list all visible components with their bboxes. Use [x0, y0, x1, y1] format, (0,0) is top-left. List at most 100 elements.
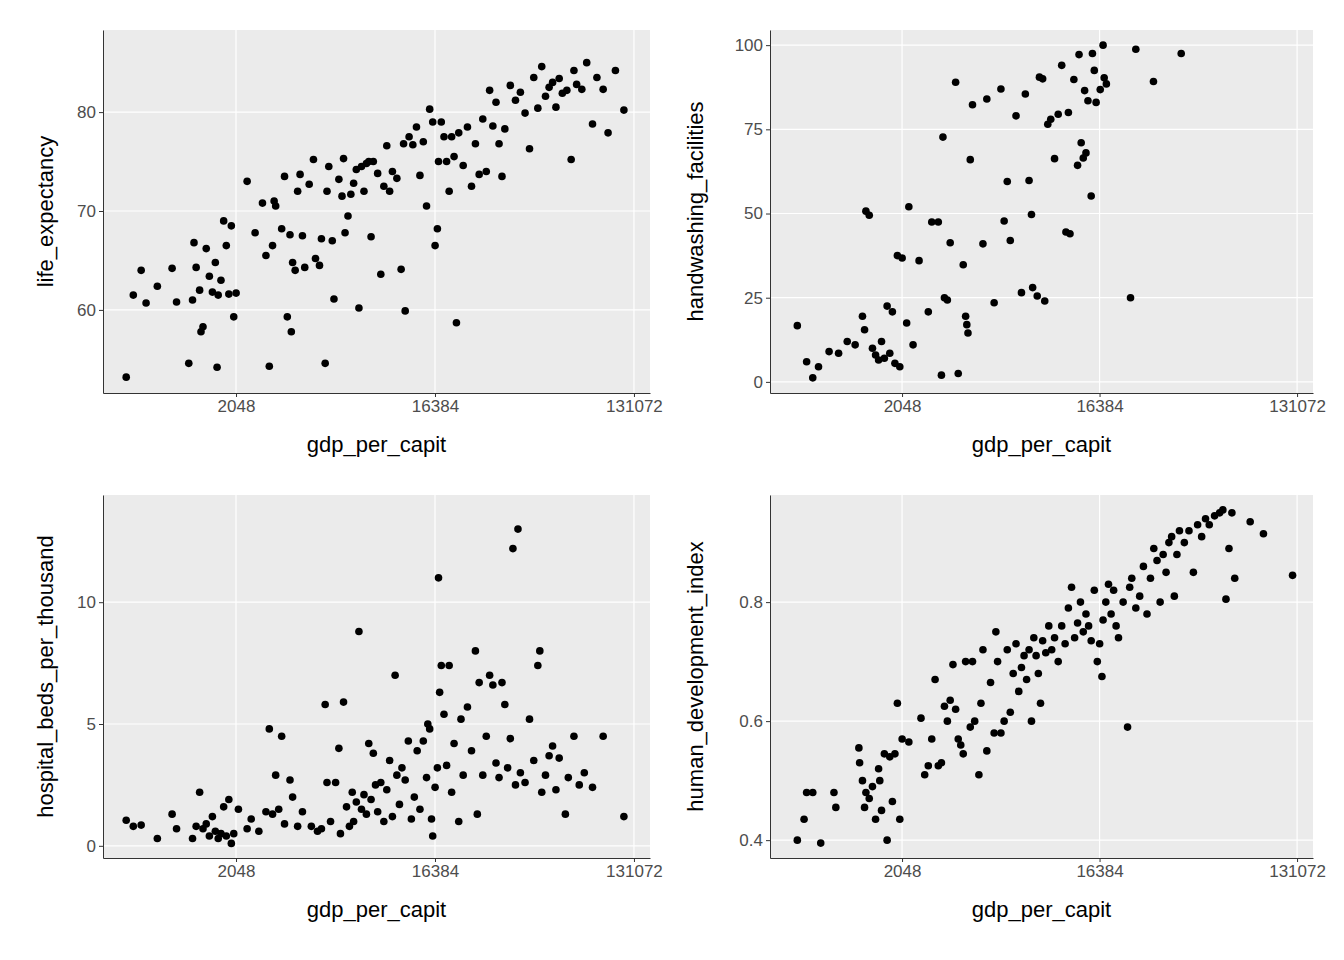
point [405, 133, 413, 141]
point [374, 808, 382, 816]
point [281, 173, 289, 181]
y-tick-label: 0 [754, 373, 763, 392]
point [794, 836, 802, 844]
point [1077, 139, 1085, 147]
point [979, 240, 987, 248]
point [1205, 521, 1213, 529]
point [185, 360, 193, 368]
x-tick: 131072 [606, 858, 663, 881]
point [367, 233, 375, 241]
point [426, 725, 434, 733]
point [886, 349, 894, 357]
point [1228, 509, 1236, 517]
points [794, 41, 1185, 381]
point [1136, 592, 1144, 600]
point [563, 87, 571, 95]
point [1082, 149, 1090, 157]
point [243, 825, 251, 833]
points [794, 506, 1297, 847]
point [1037, 699, 1045, 707]
point [377, 271, 385, 279]
point [154, 835, 162, 843]
point [475, 679, 483, 687]
point [825, 348, 833, 356]
point [230, 830, 238, 838]
point [963, 321, 971, 329]
y-tick-label: 0.6 [739, 712, 763, 731]
point [228, 840, 236, 848]
y-axis-title: human_development_index [683, 541, 708, 811]
point [549, 79, 557, 87]
point [225, 290, 233, 298]
point [1012, 112, 1020, 120]
point [1070, 76, 1078, 84]
point [482, 732, 490, 740]
point [1035, 670, 1043, 678]
point [578, 86, 586, 94]
point [367, 796, 375, 804]
y-tick-mark [99, 846, 103, 847]
y-tick: 70 [77, 202, 103, 221]
point [335, 176, 343, 184]
point [429, 832, 437, 840]
point [964, 329, 972, 337]
point [1115, 634, 1123, 642]
grid-line-x [1099, 30, 1100, 393]
point [530, 757, 538, 765]
y-tick-mark [99, 310, 103, 311]
point [994, 658, 1002, 666]
point [861, 326, 869, 334]
point [1231, 575, 1239, 583]
point [1107, 610, 1115, 618]
point [389, 168, 397, 176]
point [294, 823, 302, 831]
point [386, 187, 394, 195]
point [589, 784, 597, 792]
x-tick: 16384 [1076, 858, 1123, 881]
y-tick: 50 [744, 204, 770, 223]
point [938, 371, 946, 379]
point [360, 187, 368, 195]
y-tick: 0 [87, 837, 103, 856]
y-tick-mark [99, 602, 103, 603]
point [474, 810, 482, 818]
point [495, 774, 503, 782]
point [168, 265, 176, 273]
point [1094, 658, 1102, 666]
point [341, 229, 349, 237]
point [1219, 506, 1227, 514]
point [830, 789, 838, 797]
points [122, 525, 627, 847]
point [383, 786, 391, 794]
x-tick-label: 131072 [606, 862, 663, 881]
point [321, 701, 329, 709]
y-tick-label: 25 [744, 289, 763, 308]
point [130, 291, 138, 299]
point [453, 319, 461, 327]
point [928, 218, 936, 226]
y-tick: 60 [77, 301, 103, 320]
point [269, 242, 277, 250]
point [1159, 551, 1167, 559]
x-tick: 2048 [884, 393, 922, 416]
point [1124, 723, 1132, 731]
point [386, 757, 394, 765]
point [380, 818, 388, 826]
point [377, 779, 385, 787]
x-tick: 16384 [1076, 393, 1123, 416]
point [344, 212, 352, 220]
point [278, 225, 286, 233]
point [1092, 99, 1100, 107]
point [872, 816, 880, 824]
x-axis: 204816384131072 [104, 393, 663, 416]
grid-line-y [103, 111, 650, 112]
point [969, 101, 977, 109]
point [549, 742, 557, 750]
point [501, 701, 509, 709]
point [325, 163, 333, 171]
point [894, 699, 902, 707]
point [374, 170, 382, 178]
y-tick-label: 0 [87, 837, 96, 856]
point [501, 125, 509, 133]
point [835, 349, 843, 357]
